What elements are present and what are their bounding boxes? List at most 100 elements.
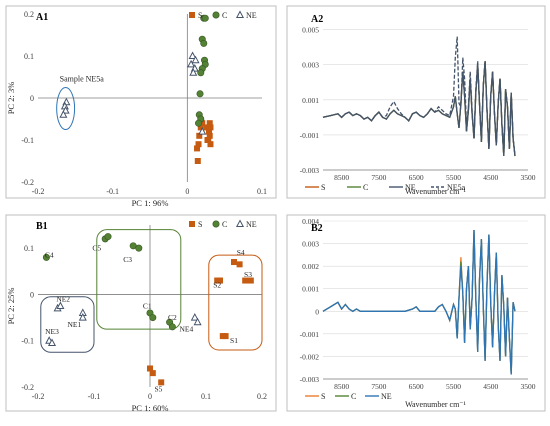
y-axis-label: PC 2: 25% xyxy=(6,288,16,325)
y-tick-label: 0.003 xyxy=(302,61,319,70)
x-tick-label: 3500 xyxy=(521,382,536,391)
y-tick-label: -0.2 xyxy=(21,383,34,392)
point-ne xyxy=(189,68,198,76)
x-tick-label: 3500 xyxy=(521,173,536,182)
point-c xyxy=(201,14,209,22)
point-label: C1 xyxy=(143,301,152,310)
legend-label-c: C xyxy=(363,183,368,192)
x-tick-label: -0.1 xyxy=(88,392,101,401)
panel-a2: -0.003 -0.001 0.001 0.003 0.005 8500 7500 6500 5… xyxy=(283,0,550,211)
point-s xyxy=(203,124,210,131)
point-s xyxy=(247,277,254,284)
point-label: S4 xyxy=(237,248,245,257)
y-tick-label: -0.2 xyxy=(21,178,34,187)
legend-label-s: S xyxy=(321,183,325,192)
y-tick-label: -0.001 xyxy=(300,131,320,140)
point-s xyxy=(222,333,229,340)
y-tick-label: -0.003 xyxy=(300,375,320,384)
legend-label-c: C xyxy=(351,392,356,401)
x-tick-label: 7500 xyxy=(371,382,386,391)
point-c xyxy=(104,233,112,241)
y-tick-label: 0.001 xyxy=(302,285,319,294)
panel-b1: -0.2 -0.1 0 0.1 0.2 -0.2 -0.1 0 0.1 PC 1: 60% PC 2… xyxy=(0,211,283,421)
point-s xyxy=(149,370,156,377)
x-axis-label: PC 1: 60% xyxy=(132,403,169,413)
legend-marker-ne xyxy=(235,219,245,227)
panel-frame xyxy=(286,214,546,412)
point-c xyxy=(196,90,204,98)
y-tick-label: 0.003 xyxy=(302,240,319,249)
pca-scatter-a1: -0.2 -0.1 0 0.1 -0.2 -0.1 0 0.1 0.2 PC 1: 96% PC 2… xyxy=(5,5,277,208)
point-ne xyxy=(78,313,87,321)
x-tick-label: -0.2 xyxy=(32,187,45,196)
x-tick-label: 0.2 xyxy=(257,392,267,401)
point-s xyxy=(207,141,214,148)
panel-label: A1 xyxy=(36,12,48,23)
x-axis-label: PC 1: 96% xyxy=(132,198,169,208)
legend-label-c: C xyxy=(222,220,227,229)
point-s xyxy=(206,132,213,139)
panel-b2: -0.003 -0.002 -0.001 0 0.001 0.002 0.003 0.004 8… xyxy=(283,211,550,421)
x-tick-label: 0.1 xyxy=(257,187,267,196)
legend-label-ne5a: NE5a xyxy=(447,183,466,192)
legend-label-c: C xyxy=(222,11,227,20)
group-box-c xyxy=(96,229,182,330)
point-ne xyxy=(193,317,202,326)
legend-label-s: S xyxy=(321,392,325,401)
point-label: C5 xyxy=(92,243,101,252)
series-line-ne xyxy=(322,229,516,375)
x-tick-label: 0 xyxy=(185,187,189,196)
point-s xyxy=(206,120,213,127)
group-box-s xyxy=(208,254,263,351)
legend-label-ne: NE xyxy=(246,220,257,229)
point-label: NE4 xyxy=(180,324,194,333)
highlight-ellipse xyxy=(56,87,76,130)
x-tick-label: 4500 xyxy=(483,382,498,391)
point-s xyxy=(197,124,204,131)
panel-frame xyxy=(286,5,546,199)
y-tick-label: -0.001 xyxy=(300,330,320,339)
point-label: C3 xyxy=(123,255,132,264)
point-label: NE3 xyxy=(45,327,59,336)
legend-label-ne: NE xyxy=(246,11,257,20)
point-s xyxy=(242,277,249,284)
point-s xyxy=(147,365,153,372)
panel-frame xyxy=(5,214,277,412)
legend-marker-c xyxy=(212,220,220,228)
panel-label: B1 xyxy=(36,221,48,232)
annotation-sample-ne5a: Sample NE5a xyxy=(60,75,105,84)
y-tick-label: 0.001 xyxy=(302,96,319,105)
x-axis-label: Wavenumber cm⁻¹ xyxy=(405,400,466,409)
point-s xyxy=(231,259,237,266)
x-tick-label: 6500 xyxy=(409,382,424,391)
y-tick-label: 0 xyxy=(30,290,34,299)
point-ne xyxy=(191,55,200,64)
x-tick-label: 5500 xyxy=(446,173,461,182)
x-tick-label: 8500 xyxy=(334,173,349,182)
panel-frame xyxy=(5,5,277,199)
point-s xyxy=(199,120,206,127)
x-tick-label: 0 xyxy=(148,392,152,401)
point-s xyxy=(194,145,201,152)
point-ne xyxy=(59,110,68,118)
point-c xyxy=(135,244,143,252)
y-tick-label: 0.004 xyxy=(302,217,319,226)
y-axis-label: PC 2: 3% xyxy=(6,82,16,115)
x-tick-label: 0.1 xyxy=(201,392,211,401)
y-tick-label: 0.005 xyxy=(302,26,319,35)
point-ne xyxy=(198,127,207,135)
y-tick-label: -0.1 xyxy=(21,136,34,145)
point-c xyxy=(168,323,176,331)
y-tick-label: 0.002 xyxy=(302,262,319,271)
y-tick-label: 0 xyxy=(30,94,34,103)
point-label: S1 xyxy=(230,336,238,345)
series-line-ne5a xyxy=(322,36,516,157)
point-s xyxy=(207,124,214,131)
point-c xyxy=(149,314,157,322)
spectrum-line-a2: -0.003 -0.001 0.001 0.003 0.005 8500 7500 6500 5… xyxy=(286,5,546,199)
y-tick-label: -0.003 xyxy=(300,166,320,175)
x-axis-label: Wavenumber cm⁻¹ xyxy=(405,187,466,196)
point-s xyxy=(194,158,201,164)
spectrum-line-b2: -0.003 -0.002 -0.001 0 0.001 0.002 0.003 0.004 8… xyxy=(286,214,546,412)
panel-a1: -0.2 -0.1 0 0.1 -0.2 -0.1 0 0.1 0.2 PC 1: 96% PC 2… xyxy=(0,0,283,211)
